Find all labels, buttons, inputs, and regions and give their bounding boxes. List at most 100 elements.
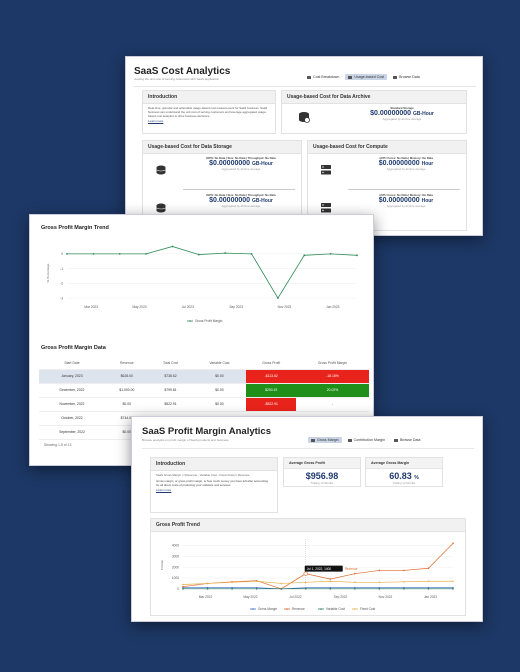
y-tick-label: 2000 — [172, 565, 179, 569]
y-tick-label: -2 — [60, 282, 63, 286]
column-header[interactable]: Start Date — [64, 360, 80, 365]
tab-contribution-margin[interactable]: Contribution Margin — [345, 437, 388, 443]
table-cell: 20.02% — [295, 383, 369, 397]
kpi-subtitle: Trailing 12 Months — [392, 481, 416, 485]
page-subtitle: viewing the unit cost of serving custome… — [134, 77, 220, 81]
learn-more-link[interactable]: Learn more — [148, 119, 164, 124]
data-point — [280, 588, 282, 590]
y-axis-label: $ Dollar — [160, 560, 164, 570]
table-row[interactable]: December, 2022 $1,000.00 $799.81 $0.00 $200.… — [39, 383, 369, 397]
column-header[interactable]: Gross Profit Margin — [317, 360, 348, 365]
kpi-value: 60.83 % — [389, 471, 419, 481]
x-tick-label: Jul 2022 — [289, 595, 301, 599]
data-point — [452, 588, 454, 590]
data-point — [427, 567, 430, 570]
data-point — [303, 254, 306, 257]
panel-title: Introduction — [143, 91, 275, 104]
table-cell: $744.00 — [120, 416, 133, 420]
tab-cost-breakdown[interactable]: Cost Breakdown — [304, 74, 342, 80]
column-header[interactable]: Variable Cost — [209, 360, 230, 365]
data-point — [280, 582, 282, 585]
x-tick-label: Nov 2022 — [379, 595, 393, 599]
legend-label: Gross Margin — [258, 607, 277, 611]
data-point — [329, 578, 332, 580]
data-point — [118, 252, 121, 255]
panel-title: Usage-based Cost for Compute — [308, 141, 466, 154]
data-point — [182, 585, 184, 588]
page-subtitle: Browse analytics on profit margin of Saa… — [142, 438, 229, 442]
tab-label: Usage-based Cost — [354, 75, 385, 79]
table-cell: $0.00 — [192, 369, 247, 383]
data-point — [403, 580, 405, 583]
tab-gross-margin[interactable]: Gross Margin — [308, 437, 342, 443]
legend-label: Revenue — [292, 607, 305, 611]
panel-title: Gross Profit Margin Trend — [41, 225, 109, 231]
gpm-trend-panel: Gross Profit Margin Trend 0 -1 -2 -3 % Perce… — [34, 219, 370, 335]
x-tick-label: Sep 2022 — [334, 595, 348, 599]
intro-text: Gross margin, or gross profit margin, is… — [156, 478, 268, 487]
kpi-value: $956.98 — [305, 471, 339, 481]
page-title: SaaS Cost Analytics — [134, 66, 231, 77]
table-row[interactable]: November, 2022 $0.00 $522.91 $0.00 -$522.91 - — [39, 397, 369, 411]
gross-profit-trend-chart: 4000 3000 2000 1000 0 $ Dollar Mar 2022 May 202… — [160, 539, 454, 611]
aggregation-note: Aggregated by all time average — [386, 167, 426, 171]
learn-more-link[interactable]: Learn more — [156, 488, 172, 493]
table-cell: $1,000.00 — [119, 388, 135, 392]
legend-marker — [286, 608, 288, 610]
x-tick-label: Jan 2023 — [424, 595, 437, 599]
y-tick-label: 0 — [177, 587, 179, 591]
data-point — [329, 580, 332, 583]
tab-usage-based-cost[interactable]: Usage-based Cost — [345, 74, 388, 80]
tooltip-series-label: Revenue — [345, 567, 358, 571]
gpm-trend-chart: 0 -1 -2 -3 % Percentage Mar 2023 May 2023 Jul 2… — [46, 245, 358, 323]
tab-browse-data[interactable]: Browse Data — [390, 74, 423, 80]
data-point — [182, 588, 184, 590]
panel-title: Introduction — [151, 458, 277, 471]
y-tick-label: 1000 — [172, 576, 179, 580]
tooltip-box — [304, 565, 343, 572]
compute-dims: vCPU Cores: No Data | Memory: No Data — [379, 156, 433, 160]
x-tick-label: Jul 2023 — [182, 305, 194, 309]
tab-browse-data[interactable]: Browse Data — [391, 437, 424, 443]
kpi-title: Average Gross Profit — [284, 458, 360, 469]
storage-item: IOPS: No Data | Size: No Data | Throughp… — [183, 156, 299, 171]
kpi-title: Average Gross Margin — [366, 458, 442, 469]
data-point — [277, 297, 279, 299]
data-point — [378, 569, 381, 572]
column-header[interactable]: Total Cost — [162, 360, 179, 365]
series-line — [182, 580, 453, 585]
y-tick-label: -1 — [60, 267, 63, 271]
table-row[interactable]: January, 2023 $626.00 $738.62 $0.00 -$113.62… — [39, 369, 369, 383]
panel-title: Usage-based Cost for Data Archive — [282, 91, 466, 104]
x-tick-label: Nov 2023 — [278, 305, 292, 309]
y-tick-label: -3 — [60, 296, 63, 300]
data-point — [182, 583, 184, 586]
y-tick-label: 0 — [61, 252, 63, 256]
data-point — [329, 252, 332, 255]
column-header[interactable]: Revenue — [120, 360, 134, 365]
x-tick-label: Sep 2023 — [229, 305, 243, 309]
data-point — [452, 580, 454, 583]
data-point — [304, 588, 307, 590]
data-point — [378, 588, 381, 590]
server-icon — [321, 165, 331, 175]
data-point — [403, 569, 405, 572]
compute-cost-value: $0.00000000 Hour — [378, 197, 434, 204]
data-point — [329, 588, 332, 590]
intro-panel: Introduction Real-time, granular and act… — [142, 90, 276, 134]
storage-cost-value: $0.00000000 GB-Hour — [209, 197, 273, 204]
panel-title: Gross Profit Margin Data — [41, 345, 106, 351]
gpm-data-table: Start Date Revenue Total Cost Variable C… — [39, 357, 369, 440]
table-cell: $522.91 — [164, 402, 177, 406]
table-cell: $799.81 — [164, 388, 177, 392]
data-point — [427, 588, 430, 590]
legend-marker — [252, 608, 254, 610]
table-icon — [393, 75, 398, 79]
table-cell: November, 2022 — [59, 402, 85, 406]
storage-item: IOPS: No Data | Size: No Data | Throughp… — [183, 193, 299, 208]
column-header[interactable]: Gross Profit — [262, 360, 281, 365]
profit-margin-window: SaaS Profit Margin Analytics Browse anal… — [131, 416, 483, 622]
data-point — [197, 253, 200, 256]
tooltip-text: Jul 1, 2022, 1400 — [307, 567, 332, 571]
series-line — [67, 246, 358, 299]
